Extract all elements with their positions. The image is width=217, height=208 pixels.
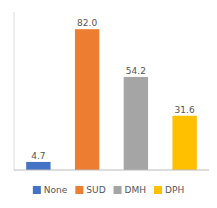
data-label: 54.2 — [126, 66, 146, 76]
data-label: 31.6 — [175, 105, 195, 115]
data-label: 4.7 — [31, 151, 45, 161]
data-label: 82.0 — [77, 18, 97, 28]
legend-label: DMH — [125, 185, 146, 195]
legend-label: None — [44, 185, 68, 195]
y-axis-line — [14, 12, 15, 170]
chart: 4.7 82.0 54.2 31.6 None SUD DMH DPH — [0, 0, 217, 208]
x-axis-line — [14, 170, 209, 171]
bar — [124, 77, 148, 170]
legend-swatch — [75, 186, 83, 194]
bar — [26, 162, 50, 170]
bars — [26, 29, 197, 170]
bar — [75, 29, 99, 170]
legend-swatch — [154, 186, 162, 194]
bar — [172, 116, 196, 170]
legend: None SUD DMH DPH — [33, 185, 184, 195]
legend-swatch — [33, 186, 41, 194]
legend-swatch — [114, 186, 122, 194]
legend-label: SUD — [86, 185, 105, 195]
legend-label: DPH — [165, 185, 184, 195]
